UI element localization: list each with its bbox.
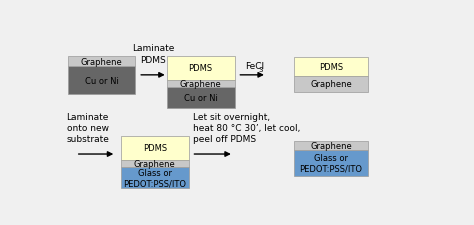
Text: Cu or Ni: Cu or Ni: [184, 94, 218, 103]
Bar: [121, 136, 189, 160]
Text: PDMS: PDMS: [143, 144, 167, 153]
Text: Laminate
onto new
substrate: Laminate onto new substrate: [66, 112, 109, 143]
Bar: [167, 80, 235, 88]
Text: Graphene: Graphene: [180, 79, 221, 88]
Text: FeCl: FeCl: [245, 62, 264, 71]
Text: PDMS: PDMS: [189, 64, 213, 73]
Bar: [121, 167, 189, 188]
Text: Glass or
PEDOT:PSS/ITO: Glass or PEDOT:PSS/ITO: [123, 168, 186, 187]
Text: Graphene: Graphene: [310, 80, 352, 89]
Bar: [167, 88, 235, 108]
Text: Cu or Ni: Cu or Ni: [84, 76, 118, 85]
Bar: [67, 56, 136, 67]
Bar: [121, 160, 189, 167]
Bar: [294, 76, 368, 93]
Bar: [67, 67, 136, 94]
Bar: [294, 141, 368, 151]
Text: Graphene: Graphene: [310, 142, 352, 151]
Text: Graphene: Graphene: [134, 159, 176, 168]
Text: Graphene: Graphene: [81, 57, 122, 66]
Bar: [294, 151, 368, 176]
Text: Let sit overnight,
heat 80 °C 30’, let cool,
peel off PDMS: Let sit overnight, heat 80 °C 30’, let c…: [192, 112, 300, 143]
Text: PDMS: PDMS: [319, 63, 343, 72]
Text: 3: 3: [259, 67, 263, 73]
Bar: [167, 56, 235, 80]
Bar: [294, 58, 368, 76]
Text: Laminate
PDMS: Laminate PDMS: [132, 44, 174, 64]
Text: Glass or
PEDOT:PSS/ITO: Glass or PEDOT:PSS/ITO: [300, 154, 363, 173]
